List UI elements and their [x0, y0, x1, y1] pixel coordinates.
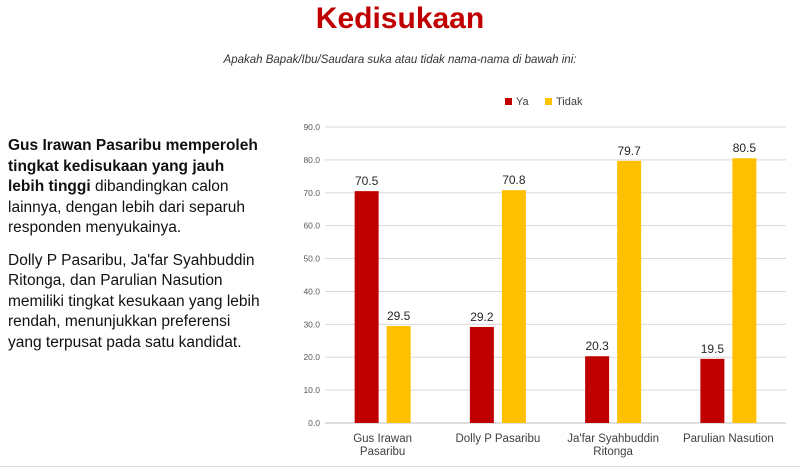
data-label: 19.5	[701, 342, 725, 356]
x-tick-label: Parulian Nasution	[683, 433, 774, 445]
x-tick-label: Ritonga	[593, 446, 633, 458]
data-label: 80.5	[733, 141, 757, 155]
footer-divider	[0, 466, 800, 467]
x-tick-label: Gus Irawan	[353, 433, 412, 445]
y-tick-label: 0.0	[308, 418, 320, 428]
bar-tidak	[732, 158, 757, 423]
summary-text: Gus Irawan Pasaribu memperoleh tingkat k…	[8, 136, 264, 365]
y-tick-label: 50.0	[303, 254, 320, 264]
x-tick-label: Pasaribu	[360, 446, 405, 458]
x-tick-label: Ja'far Syahbuddin	[567, 433, 659, 445]
y-tick-label: 40.0	[303, 286, 320, 296]
bar-tidak	[501, 190, 526, 423]
summary-paragraph-1: Gus Irawan Pasaribu memperoleh tingkat k…	[8, 136, 264, 239]
data-label: 70.8	[502, 173, 526, 187]
x-tick-label: Dolly P Pasaribu	[455, 433, 540, 445]
y-tick-label: 70.0	[303, 188, 320, 198]
y-tick-label: 20.0	[303, 352, 320, 362]
bar-ya	[354, 191, 379, 423]
y-tick-label: 60.0	[303, 221, 320, 231]
legend-swatch-tidak	[545, 98, 552, 105]
legend-label-tidak: Tidak	[556, 96, 583, 108]
summary-highlight: Gus Irawan Pasaribu memperoleh tingkat k…	[8, 137, 258, 195]
data-label: 29.5	[387, 309, 411, 323]
page-title: Kedisukaan	[315, 2, 485, 35]
y-tick-label: 90.0	[303, 122, 320, 132]
bar-tidak	[386, 325, 411, 423]
bar-ya	[469, 326, 494, 423]
y-tick-label: 10.0	[303, 385, 320, 395]
legend-label-ya: Ya	[516, 96, 530, 108]
y-tick-label: 80.0	[303, 155, 320, 165]
y-tick-label: 30.0	[303, 319, 320, 329]
data-label: 79.7	[617, 144, 641, 158]
summary-paragraph-1-rest: dibandingkan calon lainnya, dengan lebih…	[8, 178, 245, 236]
bar-tidak	[617, 160, 642, 423]
page-subtitle: Apakah Bapak/Ibu/Saudara suka atau tidak…	[223, 54, 577, 66]
data-label: 20.3	[585, 339, 609, 353]
summary-paragraph-2: Dolly P Pasaribu, Ja'far Syahbuddin Rito…	[8, 251, 260, 351]
legend-swatch-ya	[505, 98, 512, 105]
bar-ya	[585, 356, 610, 423]
data-label: 70.5	[355, 174, 379, 188]
data-label: 29.2	[470, 310, 494, 324]
bar-ya	[700, 358, 725, 423]
